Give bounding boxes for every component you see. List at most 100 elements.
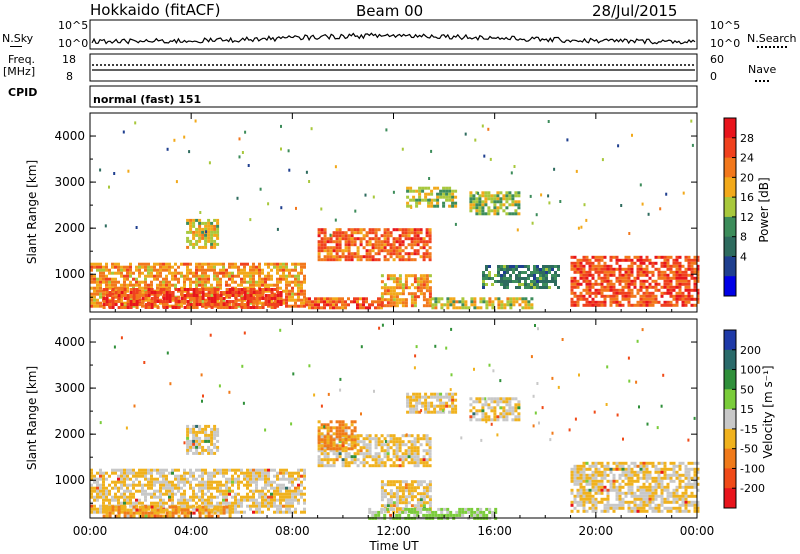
power-cell-0 [141, 271, 144, 275]
power-cell-1 [111, 297, 115, 300]
velocity-cell-2 [201, 430, 205, 434]
velocity-cell-1 [392, 461, 396, 465]
power-cell-7 [409, 189, 413, 193]
velocity-cell-5 [484, 415, 488, 419]
power-cell-3 [401, 240, 405, 244]
velocity-cell-7 [323, 441, 327, 445]
power-cell-0 [219, 271, 222, 275]
power-cell-9 [651, 264, 655, 268]
velocity-cell-0 [201, 480, 204, 484]
power-cell-6 [530, 297, 534, 301]
velocity-cell-6 [693, 482, 697, 486]
power-cell-3 [404, 228, 408, 232]
power-cell-9 [675, 258, 679, 262]
velocity-cell-0 [162, 471, 165, 475]
velocity-cell-8 [159, 505, 163, 509]
power-cell-9 [648, 297, 652, 301]
power-cell-3 [335, 252, 339, 256]
power-cell-4 [198, 233, 202, 237]
power-cell-3 [401, 231, 405, 235]
power-cell-7 [442, 201, 446, 205]
power-cell-9 [660, 276, 664, 280]
power-cell-3 [380, 240, 384, 244]
velocity-cell-6 [588, 482, 592, 486]
velocity-cell-6 [684, 494, 688, 498]
velocity-cell-6 [594, 473, 598, 477]
velocity-cell-0 [216, 495, 219, 499]
velocity-cell-0 [261, 501, 264, 505]
power-cell-3 [368, 228, 372, 232]
velocity-cell-6 [672, 479, 676, 483]
power-scatter-point [428, 177, 431, 180]
velocity-cell-6 [654, 479, 658, 483]
power-cell-10 [530, 286, 533, 289]
velocity-cell-6 [696, 467, 700, 471]
power-cell-5 [413, 298, 417, 302]
power-cell-0 [213, 274, 216, 278]
velocity-cell-8 [114, 514, 118, 518]
velocity-cell-8 [216, 505, 220, 509]
power-cell-1 [264, 300, 268, 303]
velocity-cell-6 [606, 497, 610, 501]
power-cell-8 [511, 212, 515, 216]
velocity-cell-1 [365, 446, 369, 450]
velocity-cell-0 [159, 495, 162, 499]
power-cell-7 [448, 186, 452, 190]
velocity-cell-1 [356, 464, 360, 468]
velocity-cell-0 [180, 480, 183, 484]
power-scatter-point [489, 157, 492, 161]
power-cell-8 [517, 200, 521, 204]
power-cell-3 [323, 228, 327, 232]
power-cell-1 [162, 306, 166, 309]
power-cell-1 [135, 288, 139, 291]
power-cell-0 [204, 280, 207, 284]
power-cell-5 [389, 277, 393, 281]
velocity-cell-1 [341, 461, 345, 465]
power-cell-1 [276, 294, 280, 297]
velocity-cell-0 [234, 495, 237, 499]
velocity-cell-0 [249, 480, 252, 484]
power-cell-1 [264, 294, 268, 297]
velocity-cell-0 [249, 504, 252, 508]
power-cell-9 [603, 261, 607, 265]
velocity-cell-0 [198, 489, 201, 493]
power-cell-6 [530, 306, 534, 310]
velocity-cell-6 [642, 473, 646, 477]
power-cell-0 [105, 283, 108, 287]
velocity-cell-5 [487, 406, 491, 410]
power-scatter-point [183, 135, 186, 139]
velocity-cell-0 [186, 501, 189, 505]
power-cell-9 [675, 300, 679, 304]
power-cell-0 [195, 280, 198, 284]
velocity-cell-1 [392, 440, 396, 444]
power-cell-0 [276, 268, 279, 272]
power-cell-10 [545, 280, 548, 283]
power-cell-0 [147, 274, 150, 278]
velocity-cell-0 [135, 483, 138, 487]
velocity-cell-6 [597, 479, 601, 483]
power-cell-1 [213, 288, 217, 291]
power-cell-0 [297, 298, 300, 302]
velocity-cell-6 [621, 470, 625, 474]
velocity-cell-6 [579, 482, 583, 486]
velocity-cell-0 [288, 507, 291, 511]
power-cell-9 [603, 294, 607, 298]
velocity-cell-1 [395, 437, 399, 441]
velocity-cell-0 [252, 471, 255, 475]
power-cell-1 [159, 291, 163, 294]
power-cell-1 [102, 297, 106, 300]
power-cell-3 [428, 231, 432, 235]
power-cell-1 [258, 291, 262, 294]
velocity-cell-2 [207, 439, 211, 443]
velocity-cell-7 [353, 441, 357, 445]
velocity-cell-0 [93, 507, 96, 511]
velocity-cell-6 [615, 464, 619, 468]
velocity-cell-6 [603, 467, 607, 471]
velocity-cell-0 [108, 492, 111, 496]
velocity-cell-1 [338, 455, 342, 459]
velocity-cell-6 [690, 461, 694, 465]
velocity-cell-0 [189, 498, 192, 502]
power-cell-3 [329, 255, 333, 259]
power-cell-1 [258, 294, 262, 297]
power-cell-0 [249, 271, 252, 275]
